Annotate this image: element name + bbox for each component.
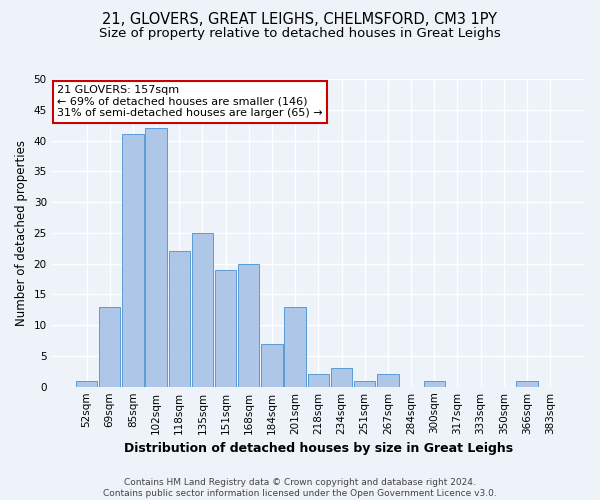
Bar — [424, 380, 445, 386]
Bar — [76, 380, 97, 386]
Text: 21, GLOVERS, GREAT LEIGHS, CHELMSFORD, CM3 1PY: 21, GLOVERS, GREAT LEIGHS, CHELMSFORD, C… — [103, 12, 497, 28]
Y-axis label: Number of detached properties: Number of detached properties — [15, 140, 28, 326]
Bar — [169, 252, 190, 386]
Bar — [516, 380, 538, 386]
Text: Size of property relative to detached houses in Great Leighs: Size of property relative to detached ho… — [99, 28, 501, 40]
Bar — [238, 264, 259, 386]
X-axis label: Distribution of detached houses by size in Great Leighs: Distribution of detached houses by size … — [124, 442, 513, 455]
Bar — [308, 374, 329, 386]
Bar — [331, 368, 352, 386]
Bar — [262, 344, 283, 386]
Bar — [284, 306, 306, 386]
Bar — [377, 374, 398, 386]
Bar — [215, 270, 236, 386]
Bar — [145, 128, 167, 386]
Text: 21 GLOVERS: 157sqm
← 69% of detached houses are smaller (146)
31% of semi-detach: 21 GLOVERS: 157sqm ← 69% of detached hou… — [57, 85, 323, 118]
Bar — [192, 233, 213, 386]
Bar — [122, 134, 143, 386]
Bar — [354, 380, 376, 386]
Bar — [99, 306, 121, 386]
Text: Contains HM Land Registry data © Crown copyright and database right 2024.
Contai: Contains HM Land Registry data © Crown c… — [103, 478, 497, 498]
